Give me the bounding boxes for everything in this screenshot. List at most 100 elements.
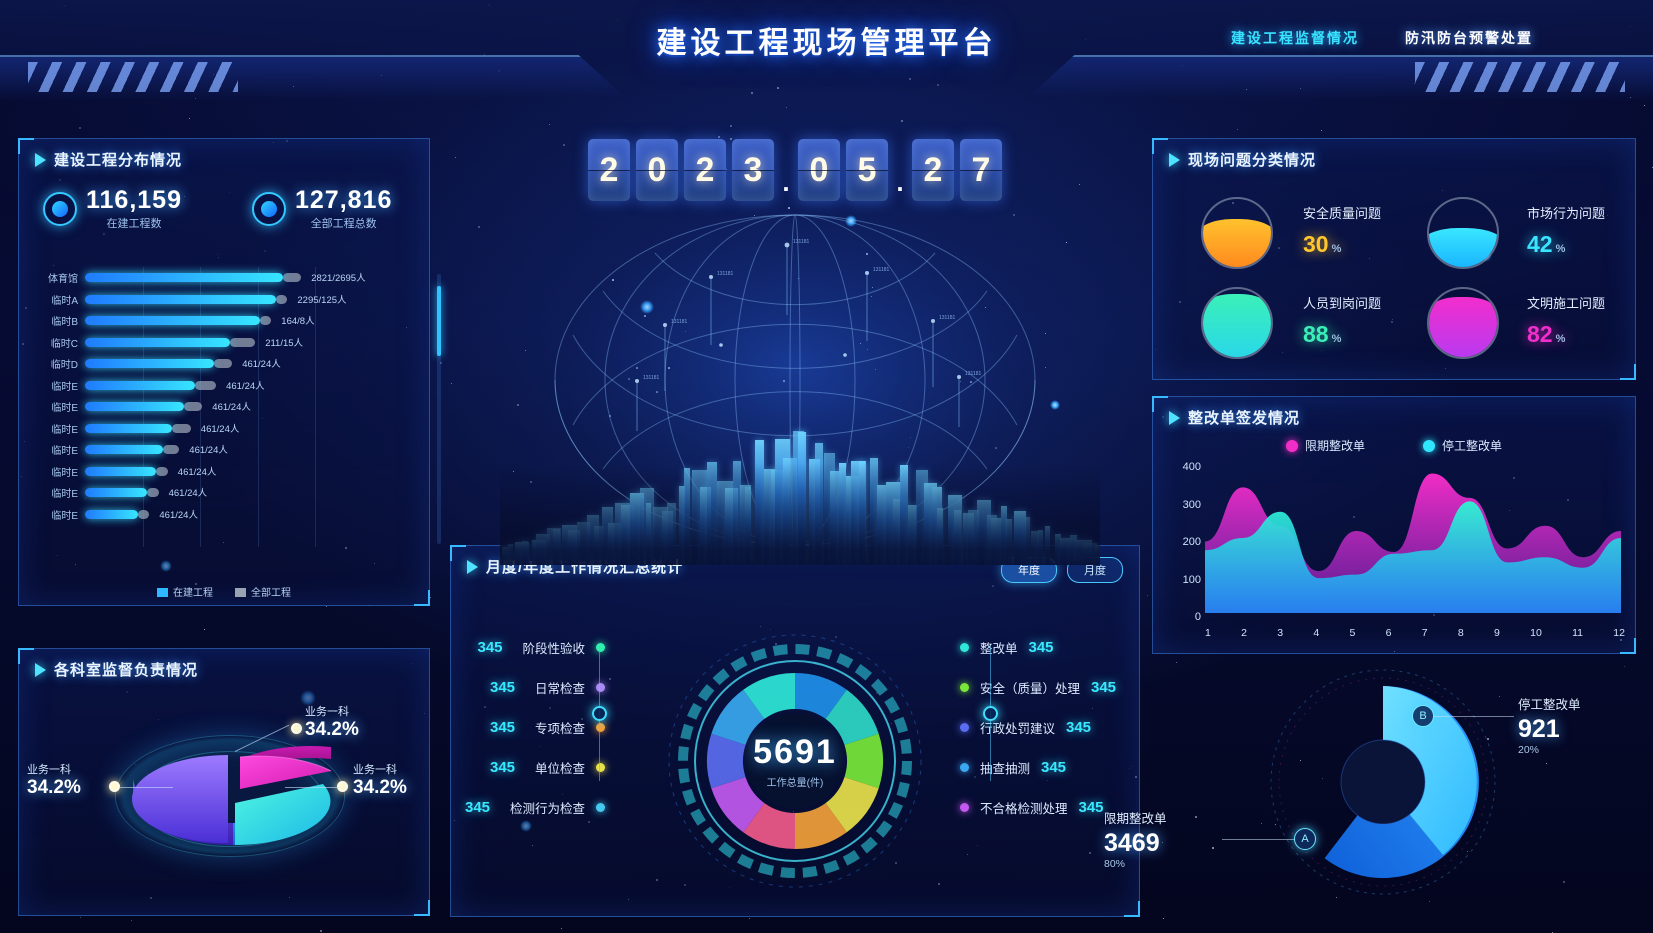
x-tick: 10 <box>1530 627 1542 639</box>
summary-label: 不合格检测处理 <box>980 798 1068 817</box>
panel-title-text: 现场问题分类情况 <box>1188 149 1316 170</box>
bar-row[interactable]: 临时B 164/8人 <box>39 310 411 332</box>
bar-label: 体育馆 <box>39 270 85 285</box>
bar-label: 临时E <box>39 507 85 522</box>
problem-item-staff: 人员到岗问题 88% <box>1303 293 1381 348</box>
ring-label-pct: 80% <box>1104 858 1167 870</box>
bar-label: 临时E <box>39 399 85 414</box>
bar-fill-active <box>85 381 195 390</box>
liquid-gauge-staff <box>1201 287 1273 359</box>
bar-track: 2821/2695人 <box>85 273 411 282</box>
bar-row[interactable]: 临时E 461/24人 <box>39 375 411 397</box>
chart-scrollbar[interactable] <box>437 274 441 544</box>
pie-label-name: 业务一科 <box>27 761 81 777</box>
summary-label: 整改单 <box>980 638 1018 657</box>
summary-list-right: 整改单 345 安全（质量）处理 345 行政处罚建议 345 抽查抽测 345 不合格检测处理… <box>960 638 1125 817</box>
area-chart-x-axis: 1 2 3 4 5 6 7 8 9 10 11 12 <box>1205 627 1625 639</box>
header-dash-left <box>28 62 238 92</box>
problem-value: 88 <box>1303 321 1329 347</box>
bar-row[interactable]: 临时A 2295/125人 <box>39 289 411 311</box>
pie-label-pct: 34.2% <box>27 777 81 799</box>
ring-leader-line-a <box>1222 839 1294 840</box>
summary-item[interactable]: 345 专项检查 <box>490 718 605 737</box>
kpi-label: 全部工程总数 <box>295 215 392 231</box>
bar-row[interactable]: 临时E 461/24人 <box>39 504 411 526</box>
problem-value: 42 <box>1527 231 1553 257</box>
x-tick: 9 <box>1494 627 1500 639</box>
work-total-gauge: 5691 工作总量(件) <box>650 616 940 906</box>
kpi-group: 116,159 在建工程数 127,816 全部工程总数 <box>43 187 392 231</box>
problem-item-civilized: 文明施工问题 82% <box>1527 293 1605 348</box>
x-tick: 8 <box>1458 627 1464 639</box>
bar-row[interactable]: 临时E 461/24人 <box>39 461 411 483</box>
summary-value: 345 <box>1029 639 1063 656</box>
bar-track: 461/24人 <box>85 402 411 411</box>
x-tick: 1 <box>1205 627 1211 639</box>
summary-item[interactable]: 抽查抽测 345 <box>960 758 1075 777</box>
date-display: 2023.05.27 <box>560 136 1030 204</box>
panel-department-supervision: 各科室监督负责情况 <box>18 648 430 916</box>
summary-value: 345 <box>478 639 512 656</box>
summary-item[interactable]: 安全（质量）处理 345 <box>960 678 1125 697</box>
bar-row[interactable]: 临时E 461/24人 <box>39 439 411 461</box>
connector-node-left <box>592 706 607 721</box>
bar-fill-active <box>85 359 214 368</box>
nav-item-flood-warning[interactable]: 防汛防台预警处置 <box>1405 28 1533 48</box>
bar-label: 临时E <box>39 464 85 479</box>
problem-name: 文明施工问题 <box>1527 293 1605 312</box>
bar-row[interactable]: 临时E 461/24人 <box>39 418 411 440</box>
problem-unit: % <box>1332 333 1342 345</box>
bar-track: 461/24人 <box>85 445 411 454</box>
date-digit: 3 <box>732 139 774 201</box>
summary-item[interactable]: 345 日常检查 <box>490 678 605 697</box>
bar-value: 2295/125人 <box>297 292 346 306</box>
liquid-gauge-safety <box>1201 197 1273 269</box>
pie-label-right: 业务一科 34.2% <box>353 761 407 799</box>
ring-leader-line-b <box>1434 716 1514 717</box>
summary-dot <box>596 803 605 812</box>
target-icon <box>252 192 286 226</box>
bar-track: 461/24人 <box>85 359 411 368</box>
bar-row[interactable]: 临时E 461/24人 <box>39 482 411 504</box>
liquid-fill <box>1427 297 1499 357</box>
date-digit: 2 <box>684 139 726 201</box>
bar-row[interactable]: 体育馆 2821/2695人 <box>39 267 411 289</box>
pie-label-left: 业务一科 34.2% <box>27 761 81 799</box>
summary-item[interactable]: 345 单位检查 <box>490 758 605 777</box>
svg-text:131181: 131181 <box>873 267 890 273</box>
bar-fill-active <box>85 424 172 433</box>
bar-label: 临时D <box>39 356 85 371</box>
panel-title: 建设工程分布情况 <box>35 149 182 170</box>
panel-title: 各科室监督负责情况 <box>35 659 198 680</box>
legend-item-stopwork: 停工整改单 <box>1423 437 1502 454</box>
bar-value: 461/24人 <box>226 378 265 392</box>
summary-dot <box>960 683 969 692</box>
summary-label: 抽查抽测 <box>980 758 1030 777</box>
bar-fill-active <box>85 316 260 325</box>
summary-item[interactable]: 行政处罚建议 345 <box>960 718 1100 737</box>
y-tick: 0 <box>1195 611 1201 623</box>
summary-label: 日常检查 <box>535 678 585 697</box>
bar-fill-total <box>184 402 202 411</box>
bar-row[interactable]: 临时C 211/15人 <box>39 332 411 354</box>
triangle-icon <box>35 663 46 677</box>
bar-row[interactable]: 临时E 461/24人 <box>39 396 411 418</box>
summary-item[interactable]: 345 检测行为检查 <box>465 798 605 817</box>
bar-label: 临时C <box>39 335 85 350</box>
ring-label-value: 921 <box>1518 715 1581 744</box>
summary-item[interactable]: 不合格检测处理 345 <box>960 798 1113 817</box>
summary-value: 345 <box>490 759 524 776</box>
svg-text:131181: 131181 <box>793 239 810 245</box>
panel-title-text: 各科室监督负责情况 <box>54 659 198 680</box>
panel-rectification-ring: B 停工整改单 921 20% A 限期整改单 3469 80% <box>1152 660 1636 916</box>
panel-title: 整改单签发情况 <box>1169 407 1300 428</box>
svg-text:131181: 131181 <box>965 371 982 377</box>
summary-label: 阶段性验收 <box>523 638 586 657</box>
summary-item[interactable]: 345 阶段性验收 <box>478 638 606 657</box>
summary-item[interactable]: 整改单 345 <box>960 638 1063 657</box>
bar-fill-active <box>85 510 138 519</box>
nav-item-supervision[interactable]: 建设工程监督情况 <box>1231 28 1359 48</box>
bar-row[interactable]: 临时D 461/24人 <box>39 353 411 375</box>
summary-dot <box>960 803 969 812</box>
summary-dot <box>960 643 969 652</box>
